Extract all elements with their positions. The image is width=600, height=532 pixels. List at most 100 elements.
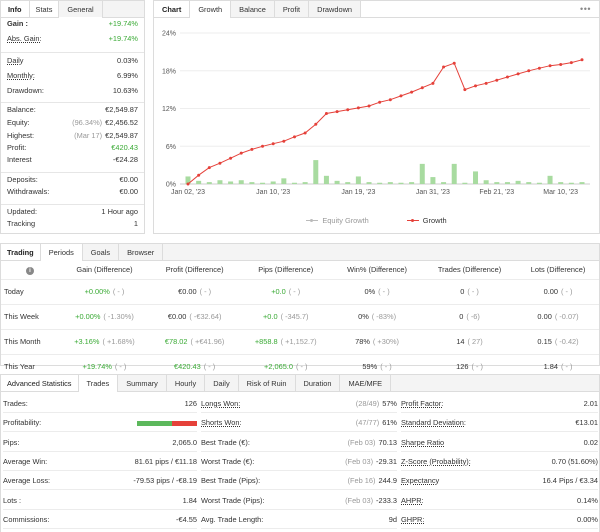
daily-bar [302, 182, 308, 184]
tab-balance[interactable]: Balance [231, 1, 275, 17]
tab-advanced-statistics[interactable]: Advanced Statistics [1, 375, 78, 391]
info-value-wrap: 1 Hour ago [101, 207, 138, 216]
growth-point[interactable] [207, 166, 211, 170]
growth-point[interactable] [367, 104, 371, 108]
growth-point[interactable] [324, 112, 328, 116]
tab-summary[interactable]: Summary [118, 375, 167, 391]
stat-value-wrap: -79.53 pips / -€8.19 [133, 476, 197, 485]
growth-point[interactable] [282, 139, 286, 143]
legend-growth[interactable]: Growth [406, 216, 447, 225]
stat-label-pips: Pips: [3, 437, 20, 447]
stat-value-wrap: 81.61 pips / €11.18 [135, 457, 197, 466]
growth-point[interactable] [314, 122, 318, 126]
growth-point[interactable] [442, 65, 446, 69]
growth-point[interactable] [580, 58, 584, 62]
growth-point[interactable] [495, 78, 499, 82]
growth-point[interactable] [271, 142, 275, 146]
legend-equity-growth[interactable]: Equity Growth [306, 216, 369, 225]
stat-value-best-trade-pips: 244.9 [378, 476, 398, 486]
tab-periods[interactable]: Periods [39, 244, 83, 261]
growth-point[interactable] [431, 81, 435, 85]
growth-point[interactable] [484, 81, 488, 85]
tab-duration[interactable]: Duration [296, 375, 341, 391]
growth-point[interactable] [378, 100, 382, 104]
growth-point[interactable] [218, 161, 222, 165]
daily-bar [345, 182, 351, 184]
tab-profit[interactable]: Profit [275, 1, 310, 17]
growth-point[interactable] [250, 147, 254, 151]
growth-point[interactable] [420, 86, 424, 90]
daily-bar [451, 163, 457, 184]
growth-point[interactable] [292, 135, 296, 139]
tab-growth[interactable]: Growth [189, 1, 232, 18]
legend-growth-label: Growth [422, 216, 447, 225]
info-row-profit: Profit: €420.43 [1, 141, 144, 153]
ellipsis-icon[interactable]: ••• [580, 4, 591, 14]
tab-trades[interactable]: Trades [77, 375, 119, 392]
daily-bar [260, 182, 266, 184]
growth-point[interactable] [463, 88, 467, 92]
y-tick-label: 12% [162, 106, 176, 113]
info-value-daily: 0.03% [117, 55, 138, 65]
tab-drawdown[interactable]: Drawdown [309, 1, 362, 17]
stat-row-commissions: Commissions: -€4.55 [3, 511, 197, 529]
stat-value-wrap: (Feb 03) 70.13 [348, 438, 397, 447]
stat-value-wrap: (Feb 16) 244.9 [348, 476, 397, 485]
tab-hourly[interactable]: Hourly [167, 375, 206, 391]
tab-goals[interactable]: Goals [83, 244, 120, 260]
growth-point[interactable] [537, 66, 541, 70]
tab-trading[interactable]: Trading [1, 244, 40, 260]
cell-value: €0.00 [167, 312, 187, 321]
info-row-tracking: Tracking 1 [1, 217, 144, 229]
growth-chart: 0% 6% 12% 18% 24% Jan 02, '23 Jan 10, '23 Jan 1… [162, 31, 590, 196]
growth-point[interactable] [335, 110, 339, 114]
growth-point[interactable] [452, 61, 456, 65]
growth-point[interactable] [474, 84, 478, 88]
legend-equity-label: Equity Growth [322, 216, 369, 225]
cell-value: €420.43 [174, 362, 201, 372]
growth-line [187, 59, 583, 185]
growth-point[interactable] [548, 64, 552, 68]
tab-risk-of-ruin[interactable]: Risk of Ruin [239, 375, 296, 391]
tab-stats[interactable]: Stats [28, 1, 60, 17]
growth-point[interactable] [239, 151, 243, 155]
info-value-wrap: +19.74% [109, 34, 138, 43]
cell-diff: ( - ) [560, 287, 573, 296]
tab-daily[interactable]: Daily [205, 375, 239, 391]
info-value-highest: €2,549.87 [105, 130, 138, 140]
tab-browser[interactable]: Browser [119, 244, 164, 260]
tab-chart[interactable]: Chart [154, 1, 190, 17]
stat-label-worst-trade-pips: Worst Trade (Pips): [201, 495, 265, 505]
cell-value: +858.8 [254, 337, 278, 346]
growth-point[interactable] [186, 182, 190, 186]
growth-point[interactable] [229, 156, 233, 160]
growth-point[interactable] [569, 61, 573, 65]
growth-point[interactable] [505, 75, 509, 79]
info-value-balance: €2,549.87 [105, 104, 138, 114]
growth-point[interactable] [410, 90, 414, 94]
stat-value-commissions: -€4.55 [176, 514, 197, 524]
info-label-daily: Daily [7, 55, 24, 65]
info-value-wrap: 6.99% [117, 71, 138, 80]
tab-mae-mfe[interactable]: MAE/MFE [340, 375, 392, 391]
growth-point[interactable] [356, 106, 360, 110]
tab-general[interactable]: General [59, 1, 103, 18]
growth-point[interactable] [388, 98, 392, 102]
growth-point[interactable] [261, 144, 265, 148]
growth-point[interactable] [399, 94, 403, 98]
growth-point[interactable] [559, 62, 563, 66]
info-panel: Info Stats General Gain : +19.74% Abs. Gai… [0, 0, 145, 234]
stat-value-ghpr: 0.00% [577, 514, 598, 524]
growth-point[interactable] [303, 131, 307, 135]
info-icon[interactable]: i [26, 266, 34, 275]
growth-point[interactable] [346, 108, 350, 112]
growth-point[interactable] [197, 173, 201, 177]
growth-point[interactable] [516, 72, 520, 76]
info-value-deposits: €0.00 [119, 174, 139, 184]
stat-value-shorts-won: 61% [382, 418, 397, 428]
daily-bar [515, 180, 521, 184]
period-row: This Week +0.00%( -1.30%) €0.00( -€32.64) +… [1, 303, 599, 329]
growth-point[interactable] [527, 69, 531, 73]
stat-value-worst-trade-pips: -233.3 [376, 495, 397, 505]
tab-info[interactable]: Info [1, 1, 29, 17]
